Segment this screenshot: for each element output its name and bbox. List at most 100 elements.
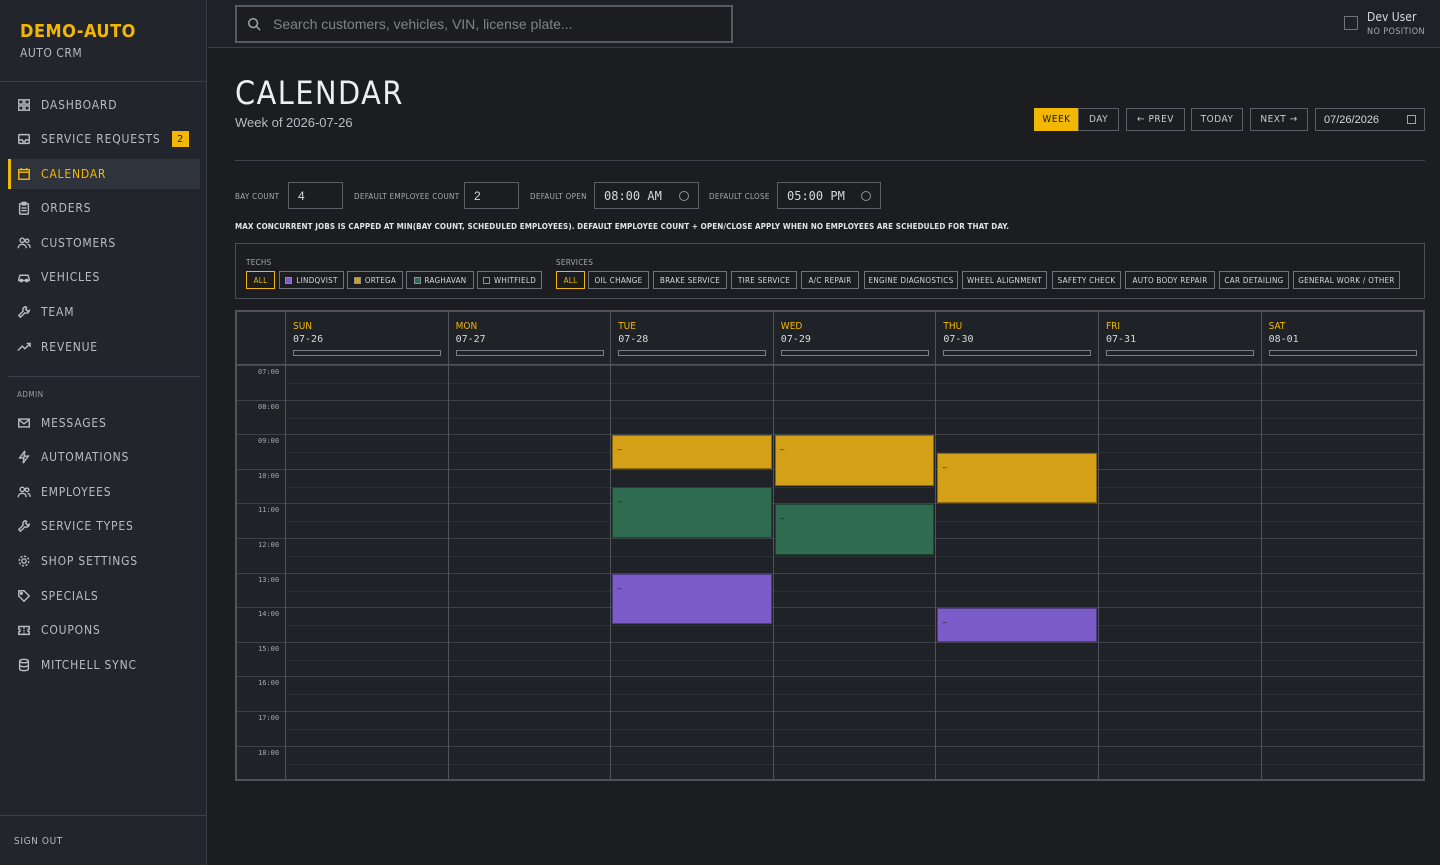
calendar-icon xyxy=(17,167,31,181)
calendar-picker-icon[interactable] xyxy=(1407,115,1416,124)
calendar-event[interactable]: – xyxy=(774,504,935,556)
service-chip-safety-check[interactable]: SAFETY CHECK xyxy=(1052,271,1121,289)
hour-row[interactable]: 13:00 xyxy=(237,572,1423,608)
sidebar-item-mitchell-sync[interactable]: MITCHELL SYNC xyxy=(8,650,200,680)
calendar-event[interactable]: – xyxy=(774,435,935,487)
default-employee-input[interactable]: 2 xyxy=(464,182,519,209)
service-chip-wheel-alignment[interactable]: WHEEL ALIGNMENT xyxy=(962,271,1047,289)
event-label: – xyxy=(617,497,622,507)
event-label: – xyxy=(942,618,947,628)
sidebar-item-coupons[interactable]: COUPONS xyxy=(8,615,200,645)
search-box[interactable] xyxy=(235,5,733,43)
sidebar-item-customers[interactable]: CUSTOMERS xyxy=(8,228,200,258)
service-chip-general-work-other[interactable]: GENERAL WORK / OTHER xyxy=(1293,271,1400,289)
chip-label: WHITFIELD xyxy=(493,275,537,285)
service-chip-auto-body-repair[interactable]: AUTO BODY REPAIR xyxy=(1125,271,1215,289)
sidebar-item-employees[interactable]: EMPLOYEES xyxy=(8,477,200,507)
sidebar-item-shop-settings[interactable]: SHOP SETTINGS xyxy=(8,546,200,576)
sidebar-item-label: SPECIALS xyxy=(41,589,99,603)
service-chip-car-detailing[interactable]: CAR DETAILING xyxy=(1219,271,1289,289)
sign-out-button[interactable]: SIGN OUT xyxy=(14,836,63,847)
sidebar-item-specials[interactable]: SPECIALS xyxy=(8,581,200,611)
day-date: 07-26 xyxy=(293,334,324,345)
calendar-event[interactable]: – xyxy=(937,452,1097,504)
day-date: 07-28 xyxy=(618,334,649,345)
default-close-input[interactable]: 05:00 PM xyxy=(777,182,881,209)
default-open-input[interactable]: 08:00 AM xyxy=(594,182,699,209)
grid-line xyxy=(610,312,612,779)
database-icon xyxy=(17,658,31,672)
calendar-event[interactable]: – xyxy=(612,435,772,469)
hour-row[interactable]: 16:00 xyxy=(237,676,1423,711)
day-header-sat[interactable]: SAT 08-01 xyxy=(1260,312,1424,365)
sidebar-item-service-types[interactable]: SERVICE TYPES xyxy=(8,511,200,541)
hour-row[interactable]: 07:00 xyxy=(237,365,1423,400)
user-avatar[interactable] xyxy=(1344,16,1358,30)
page-title: CALENDAR xyxy=(235,74,404,112)
tech-chip-lindqvist[interactable]: LINDQVIST xyxy=(279,271,344,289)
sidebar-item-dashboard[interactable]: DASHBOARD xyxy=(8,90,200,120)
ticket-icon xyxy=(17,623,31,637)
sidebar-item-label: DASHBOARD xyxy=(41,98,118,112)
hour-row[interactable]: 08:00 xyxy=(237,399,1423,435)
chip-label: ALL xyxy=(563,275,578,285)
service-chip-brake-service[interactable]: BRAKE SERVICE xyxy=(653,271,727,289)
date-picker[interactable]: 07/26/2026 xyxy=(1315,108,1425,131)
color-swatch xyxy=(413,276,421,284)
calendar-event[interactable]: – xyxy=(937,608,1097,642)
tech-chip-ortega[interactable]: ORTEGA xyxy=(347,271,403,289)
day-header-mon[interactable]: MON 07-27 xyxy=(447,312,611,365)
tech-chip-raghavan[interactable]: RAGHAVAN xyxy=(406,271,474,289)
chip-label: CAR DETAILING xyxy=(1224,275,1284,285)
nav-divider xyxy=(8,376,200,377)
sidebar-item-label: CALENDAR xyxy=(41,167,107,181)
service-chip-oil-change[interactable]: OIL CHANGE xyxy=(588,271,649,289)
service-chip-all[interactable]: ALL xyxy=(556,271,585,289)
day-view-button[interactable]: DAY xyxy=(1078,108,1119,131)
calendar-event[interactable]: – xyxy=(612,573,772,625)
day-name: MON xyxy=(455,321,478,332)
tech-chip-whitfield[interactable]: WHITFIELD xyxy=(477,271,542,289)
day-header-sun[interactable]: SUN 07-26 xyxy=(285,312,448,365)
day-header-tue[interactable]: TUE 07-28 xyxy=(610,312,773,365)
service-chip-a-c-repair[interactable]: A/C REPAIR xyxy=(801,271,859,289)
service-chip-tire-service[interactable]: TIRE SERVICE xyxy=(731,271,797,289)
hour-row[interactable]: 15:00 xyxy=(237,641,1423,677)
grid-line xyxy=(935,312,937,779)
hour-row[interactable]: 18:00 xyxy=(237,745,1423,781)
sidebar-item-orders[interactable]: ORDERS xyxy=(8,193,200,223)
bay-count-input[interactable]: 4 xyxy=(288,182,343,209)
day-header-thu[interactable]: THU 07-30 xyxy=(935,312,1098,365)
hour-row[interactable]: 14:00 xyxy=(237,607,1423,642)
day-name: SAT xyxy=(1268,321,1286,332)
sidebar-item-automations[interactable]: AUTOMATIONS xyxy=(8,442,200,472)
hour-row[interactable]: 17:00 xyxy=(237,711,1423,746)
sidebar-item-calendar[interactable]: CALENDAR xyxy=(8,159,200,189)
chip-label: ORTEGA xyxy=(364,275,397,285)
clipboard-icon xyxy=(17,201,31,215)
day-header-wed[interactable]: WED 07-29 xyxy=(772,312,936,365)
day-header-fri[interactable]: FRI 07-31 xyxy=(1098,312,1261,365)
search-input[interactable] xyxy=(273,16,713,32)
sidebar: DEMO-AUTO AUTO CRM DASHBOARD SERVICE REQU… xyxy=(0,0,207,865)
sidebar-item-revenue[interactable]: REVENUE xyxy=(8,332,200,362)
hour-label: 12:00 xyxy=(258,541,280,549)
sidebar-item-service-requests[interactable]: SERVICE REQUESTS 2 xyxy=(8,124,200,154)
calendar-event[interactable]: – xyxy=(612,487,772,538)
today-button[interactable]: TODAY xyxy=(1191,108,1243,131)
capacity-bar xyxy=(780,350,929,356)
grid-icon xyxy=(17,98,31,112)
service-chip-engine-diagnostics[interactable]: ENGINE DIAGNOSTICS xyxy=(864,271,958,289)
sidebar-item-vehicles[interactable]: VEHICLES xyxy=(8,262,200,292)
sidebar-item-label: TEAM xyxy=(41,305,75,319)
next-button[interactable]: NEXT → xyxy=(1250,108,1308,131)
sidebar-item-label: SERVICE TYPES xyxy=(41,519,134,533)
sidebar-item-messages[interactable]: MESSAGES xyxy=(8,408,200,438)
week-view-button[interactable]: WEEK xyxy=(1034,108,1079,131)
prev-button[interactable]: ← PREV xyxy=(1126,108,1185,131)
chip-label: AUTO BODY REPAIR xyxy=(1132,275,1208,285)
tech-chip-all[interactable]: ALL xyxy=(246,271,275,289)
header-divider xyxy=(235,160,1425,161)
sidebar-item-team[interactable]: TEAM xyxy=(8,297,200,327)
event-label: – xyxy=(617,583,622,593)
